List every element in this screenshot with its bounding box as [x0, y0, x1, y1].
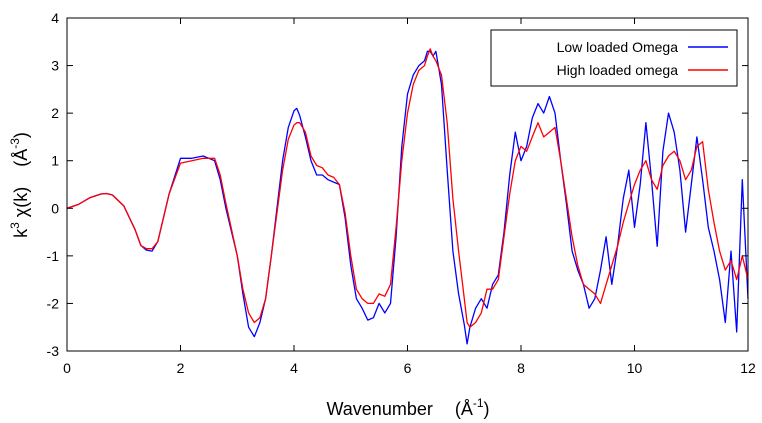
y-axis-unit-close: )	[11, 132, 31, 138]
y-axis-unit-exponent: -3	[8, 138, 22, 149]
x-tick-label: 12	[740, 360, 756, 376]
y-tick-label: -1	[47, 248, 60, 264]
x-tick-label: 10	[627, 360, 643, 376]
x-tick-label: 4	[290, 360, 298, 376]
y-axis-label-exponent: 3	[8, 222, 22, 229]
y-axis-title: k3 χ(k) (Å-3)	[8, 132, 31, 238]
legend: Low loaded Omega High loaded omega	[490, 29, 738, 87]
x-axis-label: Wavenumber	[326, 399, 432, 419]
legend-label-high-loaded: High loaded omega	[557, 62, 679, 78]
y-tick-label: 1	[51, 153, 59, 169]
legend-box	[490, 29, 738, 87]
series-line-1	[66, 48, 749, 328]
y-tick-label: -2	[47, 295, 60, 311]
x-tick-label: 8	[517, 360, 525, 376]
y-axis-label: k	[11, 228, 31, 238]
x-axis-unit-exponent: -1	[473, 396, 484, 410]
y-tick-label: 4	[51, 10, 59, 26]
x-tick-label: 6	[404, 360, 412, 376]
y-tick-label: -3	[47, 343, 60, 359]
x-axis-unit: (Å	[455, 399, 473, 419]
y-tick-label: 0	[51, 200, 59, 216]
legend-label-low-loaded: Low loaded Omega	[557, 39, 679, 55]
x-tick-label: 2	[177, 360, 185, 376]
x-axis-unit-close: )	[484, 399, 490, 419]
x-axis-title: Wavenumber (Å-1)	[326, 396, 489, 419]
y-axis-unit: (Å	[11, 149, 31, 167]
plot-lines	[66, 48, 749, 345]
x-tick-label: 0	[63, 360, 71, 376]
y-axis-label-rest: χ(k)	[11, 187, 31, 222]
y-tick-label: 2	[51, 105, 59, 121]
series-line-0	[66, 50, 749, 345]
y-tick-label: 3	[51, 58, 59, 74]
